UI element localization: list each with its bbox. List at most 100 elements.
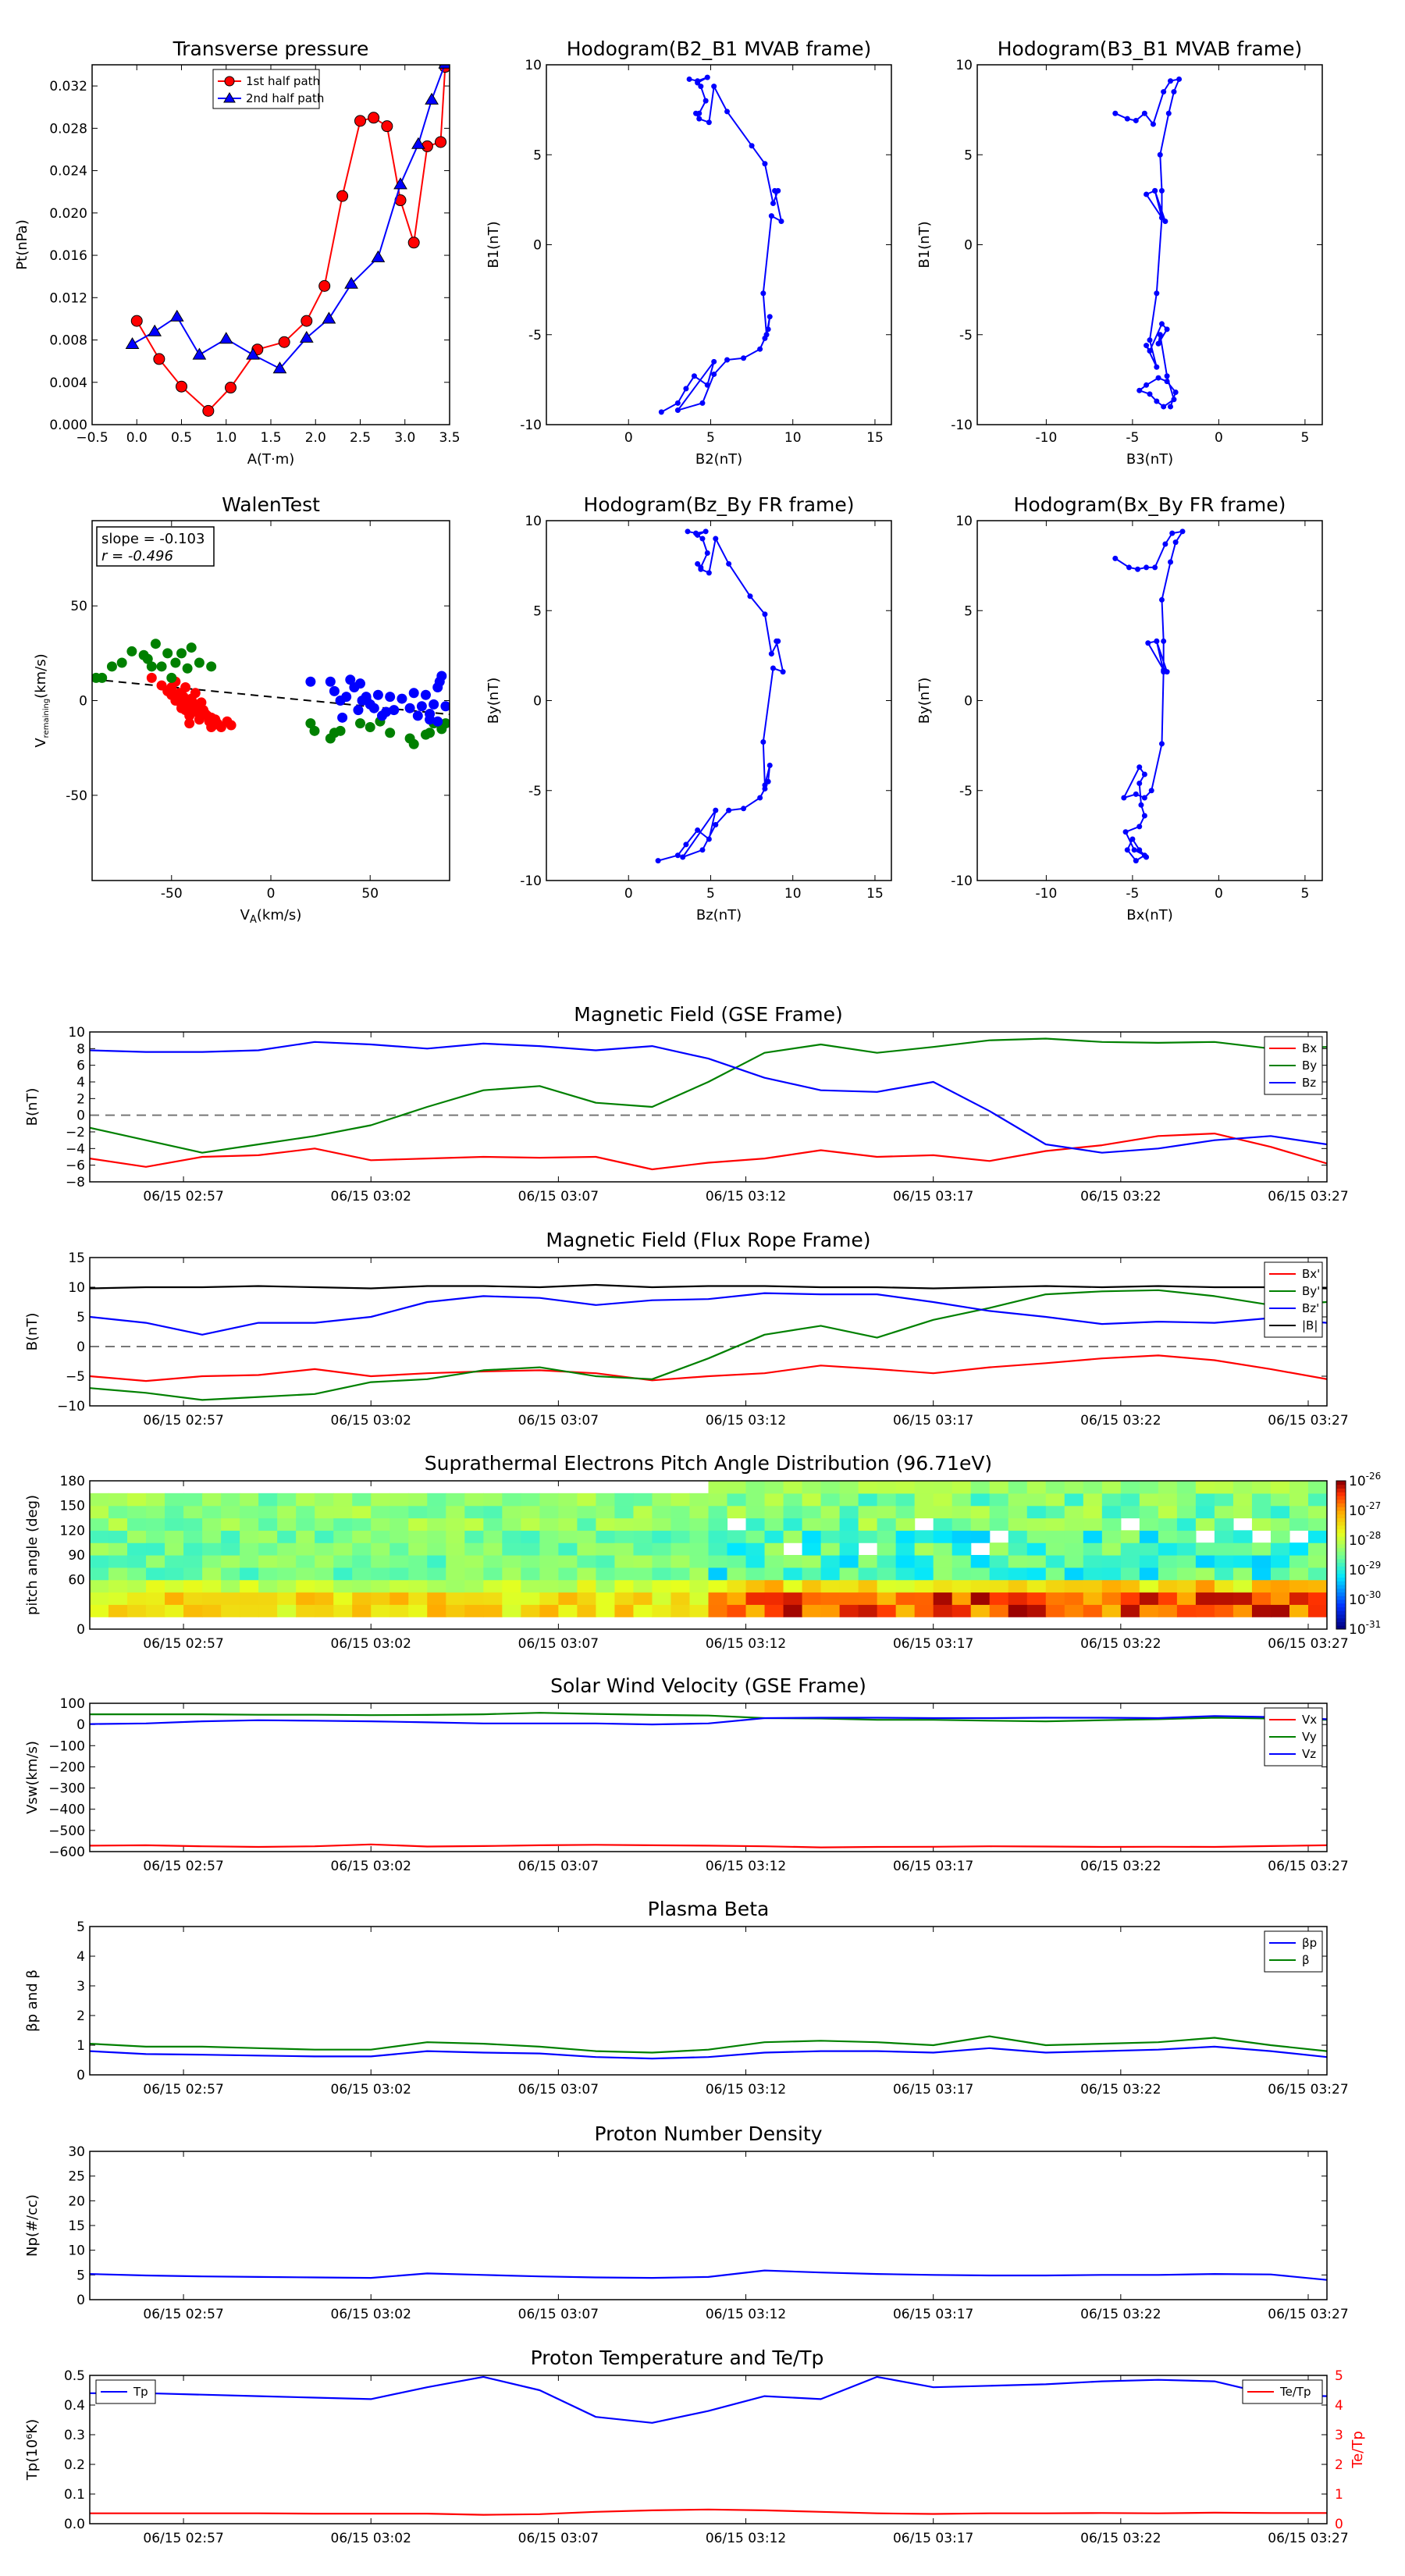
heatmap-cell <box>127 1542 147 1556</box>
heatmap-cell <box>558 1579 578 1593</box>
heatmap-cell <box>820 1567 841 1581</box>
heatmap-cell <box>577 1555 597 1568</box>
x-tick-label: -10 <box>1036 886 1058 902</box>
series-marker-circle <box>354 115 366 127</box>
scatter-point <box>335 725 346 736</box>
heatmap-cell <box>408 1555 428 1568</box>
heatmap-cell <box>221 1542 240 1556</box>
heatmap-cell <box>577 1604 597 1617</box>
heatmap-cell <box>783 1517 803 1531</box>
heatmap-cell <box>1101 1517 1122 1531</box>
heatmap-cell <box>914 1481 934 1494</box>
y-axis-label-right: Te/Tp <box>1350 2431 1366 2469</box>
heatmap-cell <box>1232 1530 1253 1543</box>
hodogram-point <box>1147 337 1153 343</box>
heatmap-cell <box>727 1530 747 1543</box>
y-tick-label: 15 <box>68 2218 85 2234</box>
heatmap-cell <box>1270 1517 1290 1531</box>
heatmap-cell <box>1120 1530 1140 1543</box>
heatmap-cell <box>820 1604 841 1617</box>
heatmap-cell <box>708 1592 728 1605</box>
heatmap-cell <box>240 1555 259 1568</box>
scatter-point <box>166 682 177 693</box>
heatmap-cell <box>895 1567 916 1581</box>
y-tick-label: 8 <box>76 1041 85 1057</box>
legend: Tp <box>95 2379 156 2404</box>
heatmap-cell <box>1045 1592 1065 1605</box>
heatmap-cell <box>783 1481 803 1494</box>
scatter-point <box>194 657 205 668</box>
heatmap-cell <box>108 1517 128 1531</box>
heatmap-cell <box>446 1517 465 1531</box>
hodogram-point <box>726 560 732 567</box>
scatter-point <box>226 720 237 731</box>
y-tick-label: −300 <box>48 1781 85 1797</box>
heatmap-cell <box>633 1493 653 1507</box>
heatmap-cell <box>839 1505 859 1519</box>
hodogram-point <box>1152 564 1158 571</box>
heatmap-cell <box>614 1493 635 1507</box>
panel-title: Hodogram(Bx_By FR frame) <box>1014 493 1286 516</box>
heatmap-cell <box>315 1592 334 1605</box>
heatmap-cell <box>521 1530 540 1543</box>
heatmap-cell <box>614 1530 635 1543</box>
heatmap-cell <box>1289 1555 1309 1568</box>
y-tick-label: 0.028 <box>49 121 87 137</box>
heatmap-cell <box>558 1567 578 1581</box>
heatmap-cell <box>1176 1579 1197 1593</box>
y-tick-label: 25 <box>68 2169 85 2185</box>
heatmap-cell <box>1307 1592 1327 1605</box>
heatmap-cell <box>258 1530 278 1543</box>
heatmap-cell <box>333 1530 353 1543</box>
hodogram-point <box>1141 110 1147 116</box>
heatmap-cell <box>221 1555 240 1568</box>
heatmap-cell <box>408 1567 428 1581</box>
hodogram-point <box>724 109 731 115</box>
heatmap-cell <box>614 1592 635 1605</box>
heatmap-cell <box>1214 1604 1234 1617</box>
heatmap-cell <box>202 1530 222 1543</box>
hodogram-point <box>1161 89 1167 95</box>
heatmap-cell <box>895 1579 916 1593</box>
y-axis-label: By(nT) <box>916 678 933 724</box>
series-line-2 <box>132 65 446 370</box>
heatmap-cell <box>389 1493 409 1507</box>
hodogram-point <box>1155 375 1161 381</box>
heatmap-cell <box>371 1493 390 1507</box>
heatmap-cell <box>989 1493 1009 1507</box>
hodogram-point <box>1145 640 1151 646</box>
hodogram-point <box>757 795 763 801</box>
heatmap-cell <box>989 1604 1009 1617</box>
series-line-Vz <box>90 1715 1327 1726</box>
heatmap-cell <box>877 1542 897 1556</box>
heatmap-cell <box>296 1579 315 1593</box>
series-marker-triangle <box>425 92 439 105</box>
y-tick-label: 10 <box>955 514 973 529</box>
heatmap-cell <box>165 1542 184 1556</box>
heatmap-cell <box>446 1604 465 1617</box>
heatmap-cell <box>877 1517 897 1531</box>
hodogram-point <box>1168 404 1174 410</box>
magnetic-field-gse-panel: Magnetic Field (GSE Frame)B(nT)−8−6−4−20… <box>24 1003 1349 1204</box>
hodogram-point <box>726 807 732 813</box>
time-tick-label: 06/15 03:27 <box>1268 2531 1348 2546</box>
time-tick-label: 06/15 03:17 <box>893 2307 973 2322</box>
heatmap-cell <box>933 1579 953 1593</box>
heatmap-cell <box>1045 1530 1065 1543</box>
y-tick-label: 0.008 <box>49 333 87 349</box>
heatmap-cell <box>596 1555 616 1568</box>
scatter-point <box>429 699 439 710</box>
scatter-point <box>365 721 375 732</box>
time-tick-label: 06/15 02:57 <box>143 2531 223 2546</box>
plot-area <box>125 65 450 417</box>
colorbar-segment <box>1336 1543 1346 1548</box>
heatmap-cell <box>764 1530 784 1543</box>
heatmap-cell <box>914 1555 934 1568</box>
hodogram-path <box>657 530 784 862</box>
scatter-point <box>309 725 320 736</box>
x-tick-label: 0 <box>624 886 633 902</box>
proton-number-density-panel: Proton Number Density Np(#/cc) 0 5 10 15 20 25 3… <box>24 2122 1349 2322</box>
heatmap-cell <box>240 1517 259 1531</box>
heatmap-cell <box>802 1505 822 1519</box>
y-tick-label: 0.000 <box>49 418 87 433</box>
